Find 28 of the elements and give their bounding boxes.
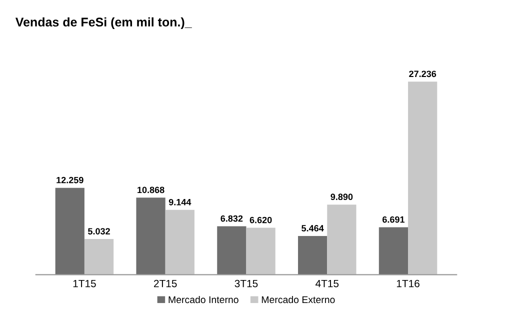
data-label: 9.144 — [168, 198, 192, 206]
bar — [165, 210, 194, 275]
bar — [408, 82, 438, 275]
data-label: 6.691 — [382, 216, 405, 223]
x-tick-label: 1T16 — [396, 280, 420, 288]
data-label: 9.890 — [330, 194, 353, 200]
chart-title: Vendas de FeSi (em mil ton.)_ — [15, 17, 192, 29]
x-tick-label: 2T15 — [154, 280, 177, 288]
bar — [378, 227, 408, 275]
data-label: 10.868 — [138, 186, 164, 194]
x-tick-label: 4T15 — [316, 280, 339, 288]
data-label: 12.259 — [56, 176, 84, 184]
data-label: 5.464 — [302, 225, 324, 232]
bar — [136, 198, 166, 275]
bar — [298, 236, 328, 275]
bar — [217, 226, 246, 275]
bar — [55, 188, 84, 275]
bar — [84, 239, 114, 275]
data-label: 5.032 — [88, 228, 110, 235]
bar — [246, 228, 276, 275]
data-label: 27.236 — [409, 70, 436, 78]
legend-label: Mercado Externo — [262, 296, 335, 304]
data-label: 6.832 — [220, 215, 243, 222]
data-label: 6.620 — [250, 216, 272, 224]
legend-label: Mercado Interno — [168, 296, 238, 304]
bar — [327, 204, 356, 275]
x-tick-label: 3T15 — [234, 280, 258, 288]
x-tick-label: 1T15 — [73, 280, 96, 288]
